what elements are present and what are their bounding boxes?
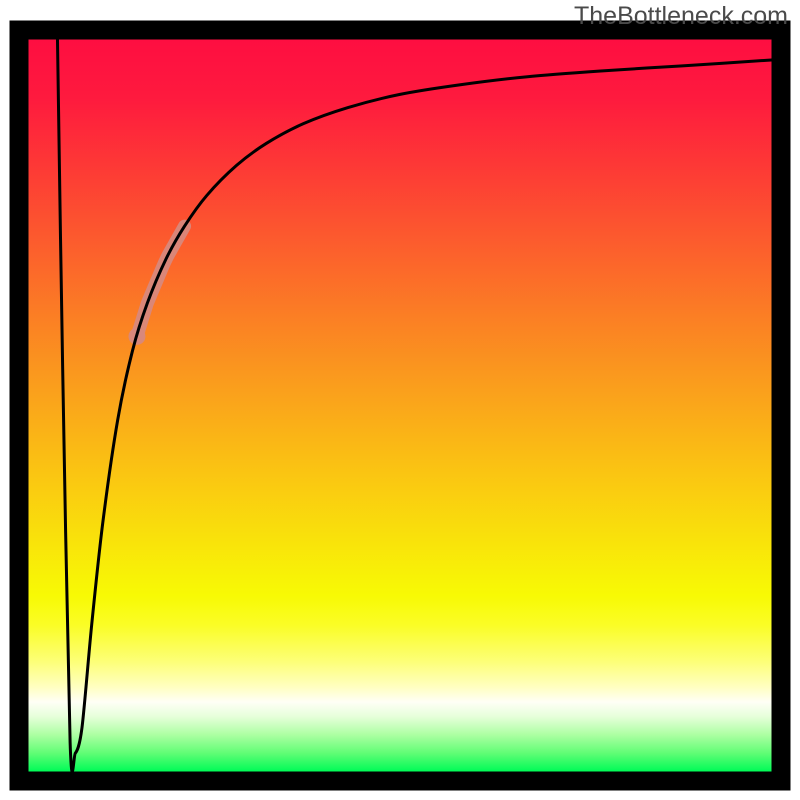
plot-background bbox=[29, 40, 772, 772]
chart-container: TheBottleneck.com bbox=[0, 0, 800, 800]
bottleneck-curve-plot bbox=[0, 0, 800, 800]
